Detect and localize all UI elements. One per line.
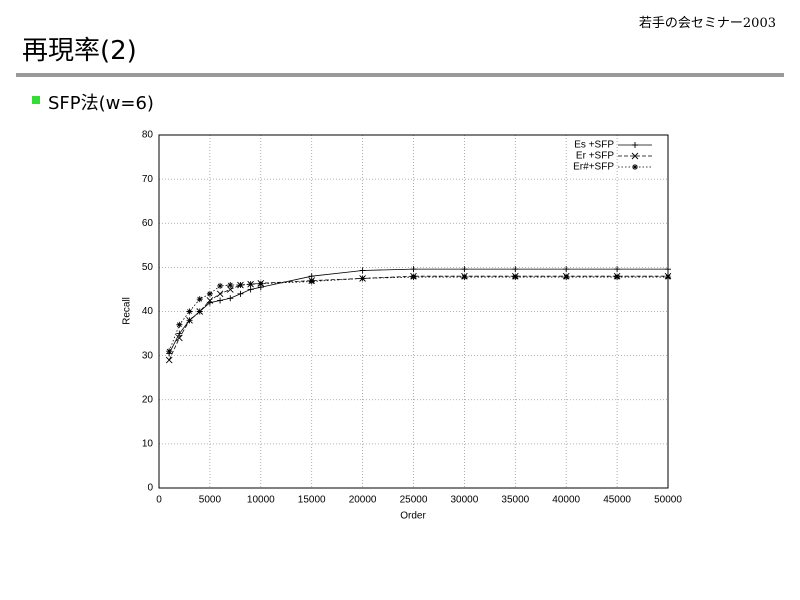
y-tick-label: 10 (142, 439, 154, 450)
data-point (359, 267, 366, 274)
data-point (176, 330, 183, 337)
data-point (237, 282, 244, 289)
data-point (217, 282, 224, 289)
x-tick-label: 30000 (450, 495, 478, 506)
bullet-marker (32, 96, 40, 104)
x-tick-label: 10000 (247, 495, 275, 506)
data-point (257, 280, 264, 287)
data-point (226, 286, 234, 293)
y-tick-label: 50 (142, 262, 154, 273)
data-point (359, 275, 366, 282)
y-tick-label: 40 (142, 306, 154, 317)
plot-frame (158, 134, 669, 489)
legend-marker (632, 164, 638, 170)
legend-label: Er +SFP (576, 151, 614, 162)
data-point (227, 295, 234, 302)
event-name: 若手の会セミナー2003 (638, 16, 776, 31)
y-tick-label: 60 (142, 218, 154, 229)
slide-title: 再現率(2) (22, 36, 137, 66)
y-tick-label: 20 (142, 394, 154, 405)
data-point (196, 308, 204, 315)
data-point (206, 290, 213, 297)
data-point (247, 281, 254, 288)
data-point (410, 266, 417, 273)
data-point (308, 273, 315, 280)
data-point (237, 290, 244, 297)
legend-label: Er#+SFP (573, 162, 614, 173)
data-point (186, 308, 193, 315)
data-point (614, 274, 621, 281)
data-point (176, 321, 183, 328)
data-point (665, 274, 671, 281)
data-point (166, 348, 173, 355)
data-point (227, 282, 234, 289)
data-point (512, 274, 519, 281)
data-point (563, 274, 570, 281)
data-point (176, 334, 183, 342)
legend-marker (632, 142, 638, 148)
x-tick-label: 0 (156, 495, 162, 506)
data-point (165, 356, 173, 364)
x-tick-label: 15000 (298, 495, 326, 506)
series-line (168, 276, 668, 352)
data-point (614, 266, 621, 273)
data-point (563, 266, 570, 273)
bullet-text: SFP法(w=6) (48, 93, 154, 114)
x-tick-label: 35000 (501, 495, 529, 506)
series-line (168, 268, 668, 354)
x-tick-label: 45000 (603, 495, 631, 506)
x-tick-label: 50000 (654, 495, 682, 506)
y-tick-label: 80 (142, 130, 154, 141)
y-axis-label: Recall (122, 297, 133, 325)
data-point (308, 278, 315, 285)
x-tick-label: 5000 (199, 495, 222, 506)
data-point (665, 266, 671, 273)
data-point (461, 274, 468, 281)
series-line (168, 275, 668, 361)
y-tick-label: 30 (142, 350, 154, 361)
data-point (461, 266, 468, 273)
data-point (247, 286, 254, 293)
title-rule (16, 73, 784, 77)
x-tick-label: 25000 (400, 495, 428, 506)
y-tick-label: 0 (147, 483, 153, 494)
data-point (186, 317, 193, 324)
data-point (512, 266, 519, 273)
y-tick-label: 70 (142, 174, 154, 185)
x-tick-label: 40000 (552, 495, 580, 506)
legend-marker (631, 152, 639, 160)
x-tick-label: 20000 (349, 495, 377, 506)
data-point (216, 290, 224, 298)
data-point (206, 297, 214, 304)
data-point (410, 274, 417, 281)
legend-label: Es +SFP (574, 140, 614, 151)
data-point (217, 297, 224, 304)
x-axis-label: Order (400, 511, 426, 522)
data-point (196, 296, 203, 303)
